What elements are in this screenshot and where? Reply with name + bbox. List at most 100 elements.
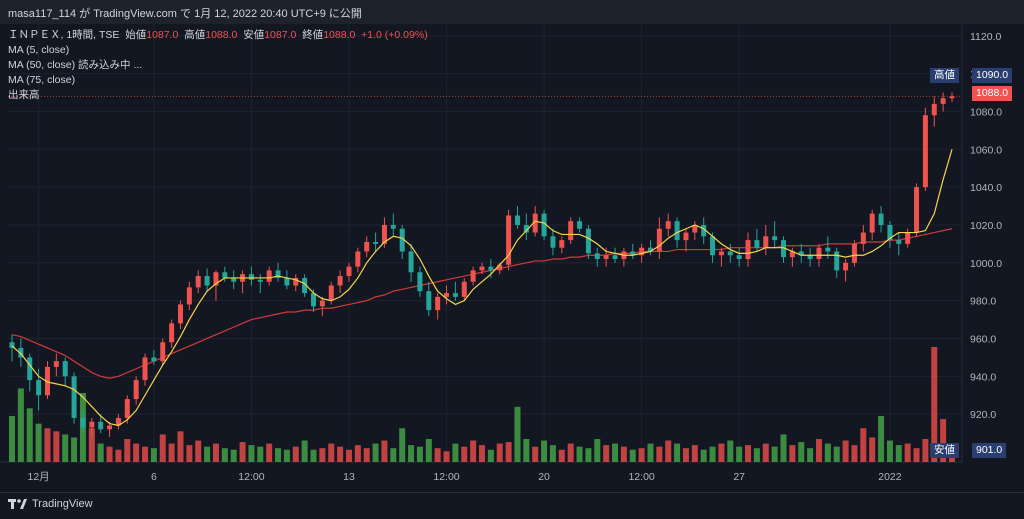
candle-body	[488, 266, 494, 271]
candle-body	[532, 213, 538, 233]
volume-bar	[647, 443, 654, 462]
candle-body	[878, 213, 884, 225]
x-tick-label: 27	[733, 471, 745, 483]
candle-body	[781, 240, 787, 258]
candle-body	[931, 103, 937, 116]
candle-body	[337, 276, 343, 286]
candle-body	[213, 272, 219, 286]
candle-body	[594, 253, 600, 260]
ma5-line	[11, 149, 953, 427]
y-tick-label: 1020.0	[970, 220, 1002, 232]
low-value: 1087.0	[264, 29, 297, 41]
volume-bar	[230, 449, 237, 462]
candle-body	[275, 270, 281, 278]
candle-body	[18, 347, 24, 358]
candle-body	[843, 262, 849, 271]
candle-body	[186, 287, 192, 305]
volume-bar	[283, 449, 290, 462]
volume-bar	[629, 449, 636, 462]
volume-bar	[345, 449, 352, 462]
x-tick-label: 12:00	[238, 471, 264, 483]
candle-body	[798, 251, 804, 256]
volume-bar	[824, 443, 831, 462]
candle-body	[284, 277, 290, 286]
volume-bar	[815, 439, 822, 462]
candle-body	[647, 247, 653, 252]
candle-body	[204, 276, 210, 286]
candle-body	[302, 277, 308, 294]
volume-bar	[904, 443, 911, 462]
volume-bar	[452, 443, 459, 462]
candle-body	[834, 251, 840, 271]
candle-body	[355, 251, 361, 267]
volume-bar	[9, 416, 15, 462]
volume-bar	[638, 448, 645, 462]
volume-bar	[691, 445, 698, 462]
volume-bar	[753, 448, 760, 462]
volume-bar	[745, 445, 752, 462]
candle-body	[896, 240, 902, 244]
candle-body	[718, 251, 724, 256]
candle-body	[461, 281, 467, 297]
volume-bar	[576, 446, 583, 462]
legend-ma50[interactable]: MA (50, close) 読み込み中 ...	[8, 59, 143, 71]
legend-ma5[interactable]: MA (5, close)	[8, 44, 70, 56]
volume-bar	[487, 449, 494, 462]
candle-body	[559, 240, 565, 248]
candle-body	[444, 293, 450, 297]
candle-body	[27, 357, 33, 381]
candle-body	[914, 187, 920, 233]
volume-bar	[124, 439, 131, 462]
candle-body	[754, 240, 760, 248]
symbol-label[interactable]: ＩＮＰＥＸ, 1時間, TSE	[8, 29, 120, 41]
volume-bar	[416, 446, 423, 462]
tradingview-brand-text: TradingView	[32, 498, 93, 510]
volume-bar	[922, 439, 929, 462]
legend-ma75[interactable]: MA (75, close)	[8, 74, 76, 86]
volume-bar	[35, 423, 42, 462]
volume-bar	[674, 443, 681, 462]
candle-body	[381, 224, 387, 244]
candle-body	[399, 228, 405, 252]
volume-bar	[842, 440, 849, 462]
candle-body	[257, 279, 263, 282]
candle-body	[523, 224, 529, 233]
candle-body	[231, 277, 237, 282]
x-tick-label: 12:00	[628, 471, 654, 483]
low-tag-label: 安値	[930, 443, 959, 458]
volume-bar	[620, 446, 627, 462]
candle-body	[887, 224, 893, 241]
tradingview-logo[interactable]: TradingView	[8, 498, 93, 510]
candle-body	[656, 228, 662, 252]
candle-body	[807, 255, 813, 260]
candle-body	[195, 276, 201, 288]
volume-bar	[142, 446, 149, 462]
candle-body	[701, 224, 707, 237]
candle-body	[373, 242, 379, 244]
candle-body	[949, 96, 955, 99]
y-tick-label: 940.0	[970, 371, 996, 383]
high-tag-value: 1090.0	[972, 68, 1013, 83]
open-label: 始値	[125, 29, 147, 41]
low-label: 安値	[243, 29, 265, 41]
volume-bar	[434, 448, 441, 462]
tradingview-logo-icon	[8, 499, 27, 509]
candle-body	[177, 304, 183, 324]
volume-bar	[354, 445, 361, 462]
candle-body	[266, 270, 272, 282]
candle-body	[311, 293, 317, 307]
x-tick-label: 2022	[878, 471, 902, 483]
candle-body	[851, 243, 857, 263]
volume-bar	[204, 446, 211, 462]
legend-volume[interactable]: 出来高	[8, 89, 40, 101]
volume-bar	[221, 448, 228, 462]
x-tick-label: 13	[343, 471, 355, 483]
volume-bar	[266, 443, 273, 462]
legend-ohlc-row[interactable]: ＩＮＰＥＸ, 1時間, TSE 始値1087.0 高値1088.0 安値1087…	[8, 28, 428, 43]
volume-bar	[860, 428, 867, 462]
high-tag-label: 高値	[930, 68, 959, 83]
volume-bar	[328, 443, 335, 462]
candle-body	[727, 251, 733, 256]
volume-bar	[665, 440, 672, 462]
